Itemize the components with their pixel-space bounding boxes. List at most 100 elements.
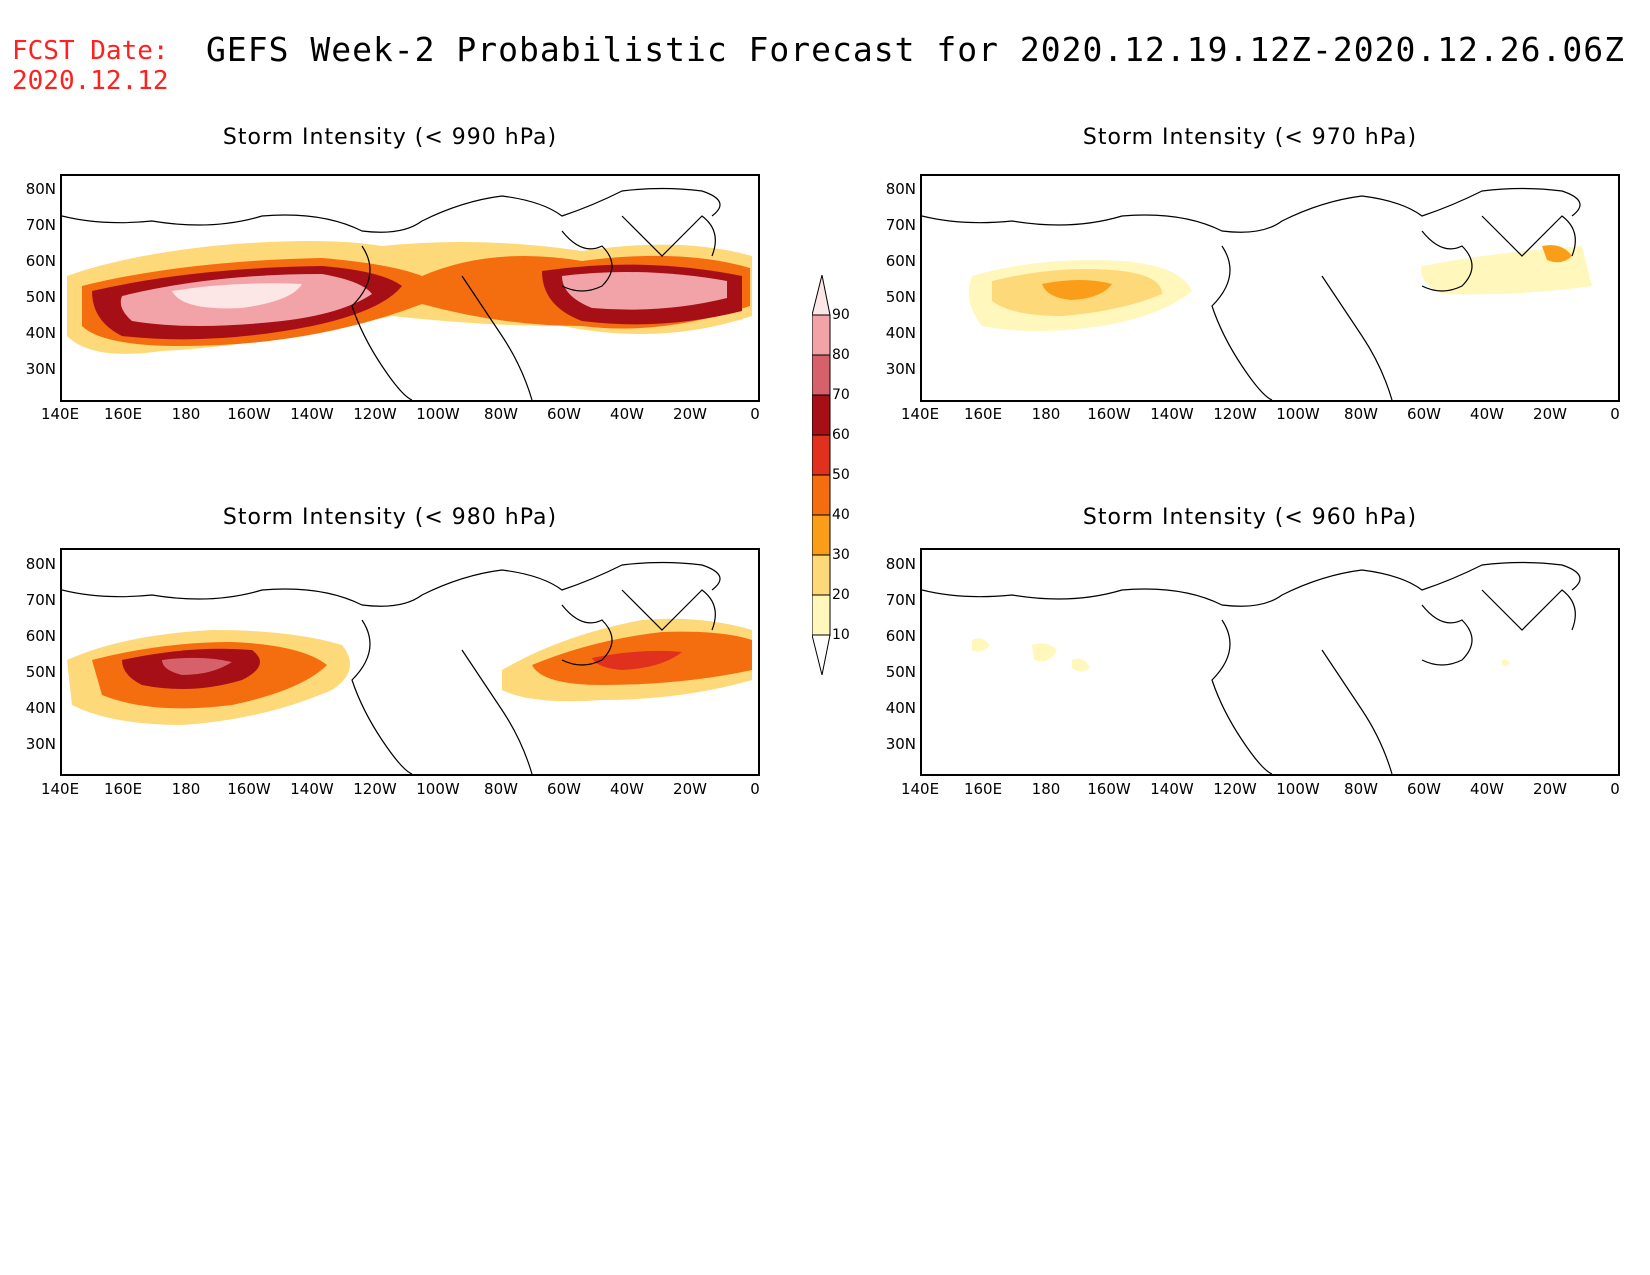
colorbar-label: 70 [832,387,850,403]
lon-label: 40W [610,780,644,798]
lon-label: 60W [547,405,581,423]
lon-label: 100W [416,780,460,798]
lon-label: 180 [1031,405,1061,423]
lon-label: 0 [750,405,760,423]
colorbar-label: 20 [832,587,850,603]
lat-label: 80N [885,555,916,573]
coastlines-990 [61,187,721,401]
probability-field-960 [972,638,1510,672]
lon-label: 0 [750,780,760,798]
lon-label: 140E [40,405,80,423]
map-panel-980 [60,548,760,776]
lat-label: 50N [25,288,56,306]
lon-label: 60W [1407,780,1441,798]
colorbar-swatch [812,434,831,476]
lon-label: 20W [1533,780,1567,798]
map-canvas-980 [61,561,752,775]
lon-label: 160W [1087,405,1131,423]
colorbar-swatch [812,314,831,356]
lon-label: 140W [1150,405,1194,423]
colorbar-label: 60 [832,427,850,443]
lon-label: 140E [40,780,80,798]
lat-label: 70N [885,591,916,609]
map-panel-990 [60,174,760,402]
lon-label: 140W [1150,780,1194,798]
lon-label: 120W [1213,405,1257,423]
colorbar-top-cap [812,275,831,316]
lon-label: 60W [547,780,581,798]
lat-label: 80N [885,180,916,198]
lon-label: 160E [963,780,1003,798]
colorbar-label: 40 [832,507,850,523]
probability-field-980 [67,618,752,725]
lon-label: 100W [1276,405,1320,423]
colorbar-label: 90 [832,307,850,323]
colorbar-label: 50 [832,467,850,483]
lat-label: 60N [25,252,56,270]
lon-label: 160W [1087,780,1131,798]
lon-label: 120W [353,405,397,423]
lat-label: 30N [885,360,916,378]
lon-label: 180 [171,780,201,798]
colorbar-swatch [812,394,831,436]
map-canvas-960 [921,561,1581,775]
lat-label: 60N [885,627,916,645]
lon-label: 40W [1470,405,1504,423]
lat-label: 40N [25,324,56,342]
colorbar-label: 30 [832,547,850,563]
lon-label: 80W [484,405,518,423]
lat-label: 50N [885,288,916,306]
colorbar-swatch [812,594,831,636]
colorbar-bottom-cap [812,634,831,675]
colorbar-swatch [812,474,831,516]
forecast-date-label: FCST Date: [12,36,169,66]
lat-label: 50N [885,663,916,681]
lon-label: 0 [1610,780,1620,798]
lon-label: 160W [227,780,271,798]
lat-label: 70N [25,591,56,609]
lat-label: 40N [25,699,56,717]
lon-label: 40W [1470,780,1504,798]
lon-label: 160E [963,405,1003,423]
lat-label: 70N [25,216,56,234]
panel-title-960: Storm Intensity (< 960 hPa) [1082,505,1418,530]
lon-label: 180 [171,405,201,423]
lon-label: 20W [1533,405,1567,423]
lon-label: 60W [1407,405,1441,423]
lon-label: 140W [290,405,334,423]
lon-label: 100W [416,405,460,423]
coastlines-980 [61,561,721,775]
forecast-date-block: FCST Date: 2020.12.12 [12,36,169,96]
coastlines-960 [921,561,1581,775]
map-panel-970 [920,174,1620,402]
lon-label: 0 [1610,405,1620,423]
map-canvas-990 [61,187,752,401]
colorbar-swatch [812,514,831,556]
lon-label: 160W [227,405,271,423]
lat-label: 80N [25,555,56,573]
map-canvas-970 [921,187,1592,401]
lon-label: 20W [673,780,707,798]
map-panel-960 [920,548,1620,776]
panel-title-970: Storm Intensity (< 970 hPa) [1082,125,1418,150]
lat-label: 40N [885,699,916,717]
lat-label: 30N [25,735,56,753]
lon-label: 40W [610,405,644,423]
coastlines-970 [921,187,1581,401]
probability-field-970 [968,245,1592,331]
panel-title-980: Storm Intensity (< 980 hPa) [222,505,558,530]
lon-label: 80W [1344,780,1378,798]
colorbar-swatch [812,354,831,396]
lon-label: 100W [1276,780,1320,798]
lon-label: 20W [673,405,707,423]
probability-field-990 [67,241,752,354]
colorbar-label: 10 [832,627,850,643]
lat-label: 60N [885,252,916,270]
lat-label: 60N [25,627,56,645]
lon-label: 120W [353,780,397,798]
panel-title-990: Storm Intensity (< 990 hPa) [222,125,558,150]
lat-label: 30N [885,735,916,753]
lat-label: 80N [25,180,56,198]
lat-label: 40N [885,324,916,342]
colorbar [812,275,831,675]
